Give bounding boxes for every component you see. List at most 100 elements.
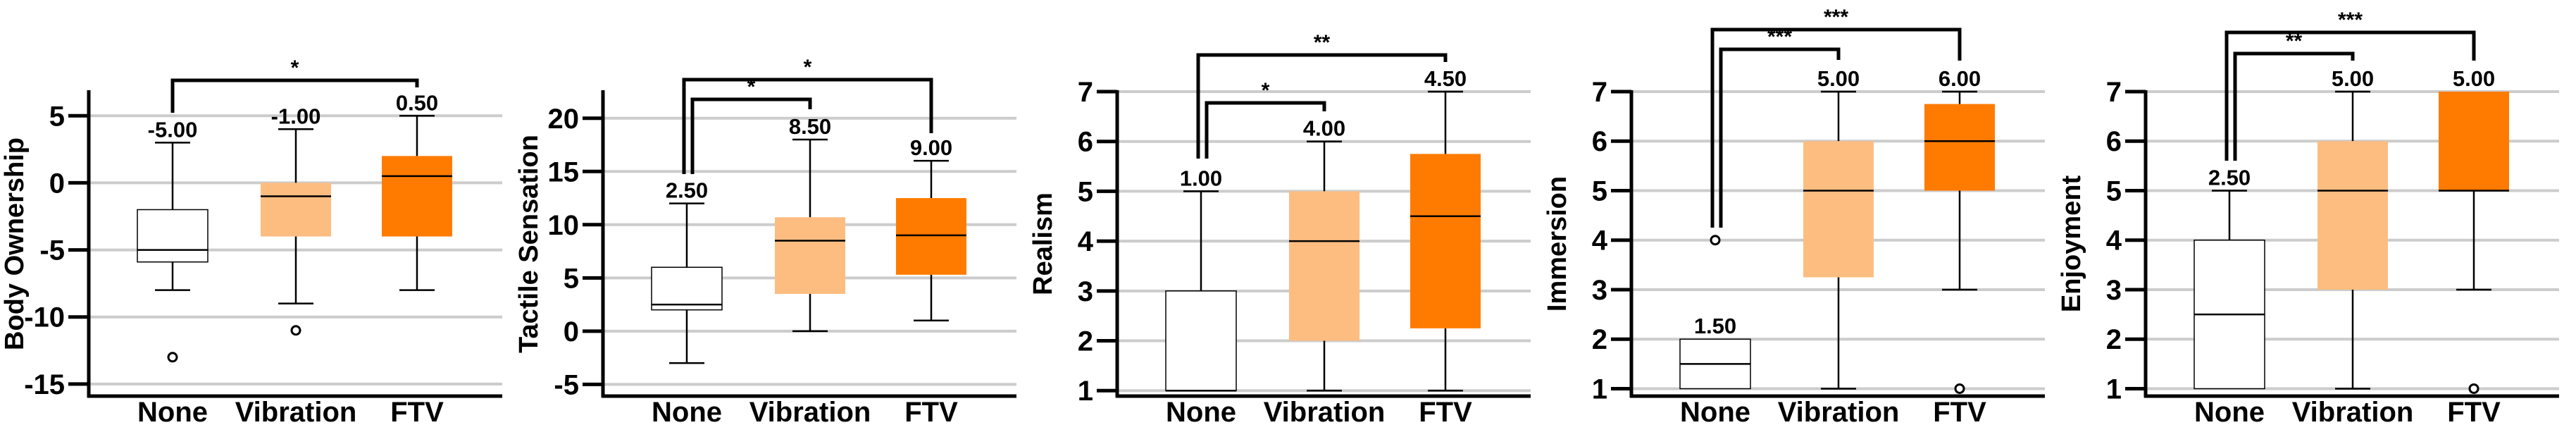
median-label: 5.00 bbox=[2453, 66, 2495, 91]
significance-bracket: * bbox=[1205, 79, 1326, 159]
y-tick-label: 7 bbox=[2106, 77, 2122, 108]
median-label: 4.00 bbox=[1303, 116, 1345, 141]
x-tick-label: None bbox=[652, 397, 722, 425]
significance-label: *** bbox=[2338, 8, 2363, 32]
median-label: 4.50 bbox=[1424, 66, 1467, 91]
box-iqr bbox=[775, 217, 845, 294]
box-iqr bbox=[651, 266, 723, 311]
box-none: -5.00 bbox=[137, 117, 209, 363]
y-axis-label: Immersion bbox=[1543, 176, 1572, 312]
outlier-point bbox=[1954, 383, 1965, 394]
box-vibration: 5.00 bbox=[2317, 66, 2388, 390]
bracket-line bbox=[170, 78, 419, 113]
y-tick-label: 5 bbox=[1078, 176, 1093, 207]
box-ftv: 4.50 bbox=[1410, 66, 1481, 392]
x-tick-label: FTV bbox=[2447, 397, 2501, 425]
significance-label: ** bbox=[2286, 30, 2303, 53]
y-axis-label: Enjoyment bbox=[2057, 175, 2086, 313]
median-label: 6.00 bbox=[1939, 66, 1981, 91]
box-iqr bbox=[1803, 141, 1874, 278]
x-tick-label: None bbox=[137, 397, 208, 425]
y-tick-label: 6 bbox=[2106, 126, 2122, 157]
median-label: 1.00 bbox=[1180, 166, 1222, 190]
bracket-line bbox=[2233, 51, 2355, 161]
y-tick-label: -5 bbox=[39, 235, 65, 266]
bracket-line bbox=[1710, 27, 1962, 228]
box-vibration: 8.50 bbox=[775, 114, 845, 333]
y-axis-label: Realism bbox=[1028, 192, 1058, 295]
significance-bracket: *** bbox=[1710, 6, 1962, 228]
bracket-line bbox=[1196, 53, 1448, 159]
box-iqr bbox=[261, 183, 331, 237]
y-tick-label: 6 bbox=[1078, 127, 1093, 158]
x-tick-label: FTV bbox=[1933, 397, 1986, 425]
bracket-line bbox=[2225, 30, 2476, 161]
significance-label: ** bbox=[1314, 31, 1331, 54]
y-tick-label: 5 bbox=[49, 101, 65, 132]
y-tick-label: 3 bbox=[2106, 275, 2122, 306]
median-label: 2.50 bbox=[666, 178, 708, 203]
outlier-point bbox=[1710, 235, 1721, 246]
box-iqr bbox=[896, 198, 966, 275]
box-iqr bbox=[2439, 92, 2509, 191]
chart-panel-realism: 7 6 5 4 3 2 1 Realism None Vibration FTV 1.00 4.00 4.… bbox=[1028, 31, 1531, 425]
y-tick-label: 4 bbox=[1592, 226, 1608, 257]
box-ftv: 6.00 bbox=[1924, 66, 1995, 394]
significance-label: * bbox=[804, 56, 812, 79]
outlier-point bbox=[167, 352, 178, 363]
median-label: 2.50 bbox=[2208, 165, 2251, 190]
box-iqr bbox=[2317, 141, 2388, 290]
box-none: 1.50 bbox=[1679, 235, 1751, 390]
chart-panel-tactile-sensation: 20 15 10 5 0 -5 Tactile Sensation None Vibration… bbox=[514, 56, 1016, 425]
y-tick-label: 3 bbox=[1592, 275, 1607, 306]
box-iqr bbox=[137, 209, 209, 263]
median-label: 0.50 bbox=[396, 90, 438, 115]
x-tick-label: Vibration bbox=[1778, 397, 1900, 425]
x-tick-label: Vibration bbox=[235, 397, 357, 425]
median-label: -1.00 bbox=[271, 104, 321, 128]
box-iqr bbox=[1165, 290, 1237, 391]
bracket-line bbox=[690, 97, 812, 174]
y-axis-label: Tactile Sensation bbox=[514, 135, 544, 353]
y-tick-label: 1 bbox=[1078, 376, 1093, 407]
y-tick-label: 1 bbox=[1592, 374, 1607, 405]
y-tick-label: 5 bbox=[2106, 175, 2122, 207]
significance-bracket: * bbox=[682, 56, 933, 174]
y-tick-label: 4 bbox=[1078, 226, 1094, 257]
y-tick-label: 0 bbox=[564, 316, 579, 347]
box-vibration: 5.00 bbox=[1803, 66, 1874, 390]
y-tick-label: -15 bbox=[24, 369, 65, 400]
outlier-point bbox=[290, 325, 301, 336]
box-ftv: 0.50 bbox=[382, 90, 452, 291]
box-none: 2.50 bbox=[2194, 165, 2265, 390]
x-tick-label: None bbox=[1166, 397, 1236, 425]
y-tick-label: -5 bbox=[554, 369, 579, 400]
significance-bracket: * bbox=[170, 56, 419, 113]
y-tick-label: 4 bbox=[2106, 226, 2122, 257]
y-tick-label: 3 bbox=[1078, 276, 1093, 307]
significance-bracket: ** bbox=[2233, 30, 2355, 161]
box-iqr bbox=[1410, 154, 1481, 328]
x-tick-label: Vibration bbox=[749, 397, 871, 425]
bracket-line bbox=[1205, 101, 1326, 159]
box-iqr bbox=[1924, 104, 1995, 191]
y-tick-label: 15 bbox=[548, 156, 580, 187]
box-iqr bbox=[382, 156, 452, 237]
x-tick-label: FTV bbox=[1419, 397, 1472, 425]
x-tick-label: None bbox=[2194, 397, 2265, 425]
median-label: -5.00 bbox=[148, 117, 198, 142]
median-label: 5.00 bbox=[1817, 66, 1860, 91]
y-tick-label: 2 bbox=[1078, 326, 1093, 357]
y-tick-label: 2 bbox=[2106, 324, 2122, 355]
median-label: 5.00 bbox=[2332, 66, 2374, 91]
significance-bracket: ** bbox=[1196, 31, 1448, 159]
box-iqr bbox=[1289, 191, 1359, 341]
y-axis-label: Body Ownership bbox=[0, 137, 30, 350]
box-ftv: 5.00 bbox=[2439, 66, 2509, 394]
x-tick-label: None bbox=[1680, 397, 1750, 425]
median-label: 1.50 bbox=[1694, 314, 1736, 338]
significance-label: * bbox=[1262, 79, 1270, 102]
y-tick-label: 6 bbox=[1592, 126, 1607, 157]
y-tick-label: 0 bbox=[49, 168, 65, 199]
